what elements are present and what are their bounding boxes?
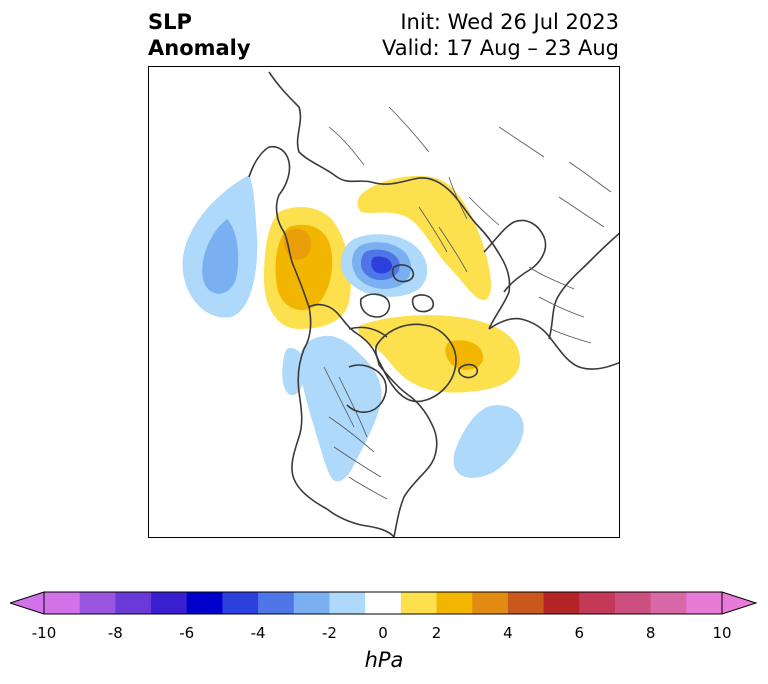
colorbar-tick-label: -2 xyxy=(321,624,337,642)
colorbar-tick-label: -4 xyxy=(250,624,266,642)
colorbar-extend-low xyxy=(10,592,44,614)
anomaly-shading xyxy=(182,175,524,482)
western-north-america-low xyxy=(282,335,382,482)
colorbar-tick-label: -8 xyxy=(107,624,123,642)
colorbar-outline-high xyxy=(721,591,758,615)
colorbar-unit-label: hPa xyxy=(364,648,404,672)
colorbar-segment xyxy=(186,592,223,614)
colorbar-outline-low xyxy=(10,591,45,615)
colorbar-outline xyxy=(43,591,723,615)
colorbar-segment xyxy=(115,592,152,614)
title-line-2: Anomaly xyxy=(148,36,251,60)
colorbar-segment xyxy=(79,592,116,614)
colorbar-segment xyxy=(365,592,402,614)
central-arctic-low xyxy=(340,234,428,297)
siberian-high xyxy=(264,207,351,329)
colorbar-tick-label: 2 xyxy=(431,624,442,642)
russia-high xyxy=(357,175,491,300)
colorbar-segment xyxy=(507,592,545,614)
colorbar-tick-label: 8 xyxy=(645,624,656,642)
colorbar-segment xyxy=(472,592,509,614)
colorbar-segment xyxy=(44,592,81,614)
colorbar-segments xyxy=(44,592,723,614)
colorbar-tick-label: 10 xyxy=(712,624,732,642)
colorbar-extend-high xyxy=(722,592,756,614)
colorbar-segment xyxy=(686,592,723,614)
greenland-high xyxy=(358,315,521,393)
colorbar xyxy=(10,591,758,615)
colorbar-segment xyxy=(329,592,366,614)
political-borders xyxy=(323,106,612,500)
colorbar-tick-label: 4 xyxy=(503,624,513,642)
eastern-pacific-low xyxy=(182,175,258,318)
colorbar-segment xyxy=(258,592,295,614)
colorbar-segment xyxy=(436,592,473,614)
colorbar-segment xyxy=(543,592,580,614)
date-info: Init: Wed 26 Jul 2023 Valid: 17 Aug – 23… xyxy=(382,9,619,61)
colorbar-tick-label: 0 xyxy=(378,624,388,642)
colorbar-segment xyxy=(400,592,438,614)
colorbar-segment xyxy=(579,592,616,614)
polar-map xyxy=(182,71,619,537)
coastlines xyxy=(248,71,619,537)
north-atlantic-low xyxy=(453,405,524,478)
colorbar-tick-label: 6 xyxy=(574,624,585,642)
valid-range: Valid: 17 Aug – 23 Aug xyxy=(381,36,619,60)
colorbar-tick-label: -6 xyxy=(179,624,195,642)
colorbar-tick-label: -10 xyxy=(31,624,57,642)
colorbar-segment xyxy=(293,592,330,614)
colorbar-segment xyxy=(614,592,652,614)
init-date: Init: Wed 26 Jul 2023 xyxy=(400,10,619,34)
map-title: SLP Anomaly xyxy=(148,9,251,61)
colorbar-segment xyxy=(151,592,188,614)
colorbar-segment xyxy=(222,592,259,614)
title-line-1: SLP xyxy=(148,10,192,34)
map-panel xyxy=(148,66,620,538)
colorbar-segment xyxy=(650,592,687,614)
